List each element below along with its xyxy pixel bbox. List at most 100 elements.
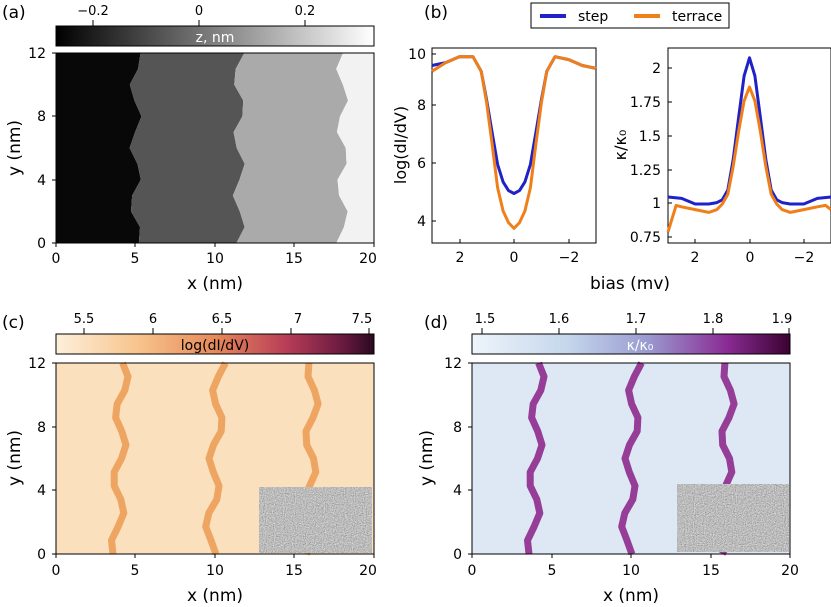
y-tick-label-a: 4 xyxy=(37,173,46,189)
colorbar-d-tick-label: 1.7 xyxy=(626,312,647,327)
y-tick-label-b-right: 1.25 xyxy=(630,163,661,179)
x-tick-label-b-left: 2 xyxy=(456,250,465,266)
colorbar-c-tick-label: 5.5 xyxy=(74,312,95,327)
axis-d: 0 5 10 15 20 x (nm) 0 4 8 12 y (nm) xyxy=(417,356,799,606)
axis-c: 0 5 10 15 20 x (nm) 0 4 8 12 y (nm) xyxy=(5,356,377,606)
colorbar-c-tick-label: 7 xyxy=(294,312,302,327)
x-tick-label-b-left: 0 xyxy=(510,250,519,266)
series-line-step xyxy=(431,55,597,195)
heatmap-c xyxy=(55,361,375,556)
colorbar-a-tick-label: 0.2 xyxy=(295,4,316,19)
colorbar-d-tick-label: 1.8 xyxy=(703,312,724,327)
y-tick-label-d: 0 xyxy=(453,547,462,563)
x-tick-label-b-right: 2 xyxy=(691,250,700,266)
y-axis-label-a: y (nm) xyxy=(5,120,25,176)
colorbar-c-ticks: 5.5 6 6.5 7 7.5 xyxy=(74,312,373,334)
x-tick-label-c: 10 xyxy=(206,563,224,579)
plot-b-right: 2 0 −2 0.75 1 1.25 1.5 1.75 2 κ/κ₀ xyxy=(611,47,831,266)
y-tick-label-b-right: 1 xyxy=(652,196,661,212)
x-tick-label-c: 20 xyxy=(359,563,377,579)
step-edge xyxy=(108,361,132,555)
colorbar-d-tick-label: 1.6 xyxy=(549,312,570,327)
colorbar-c: log(dI/dV) 5.5 6 6.5 7 7.5 xyxy=(55,312,375,355)
series-line-step xyxy=(667,56,831,206)
step-edge xyxy=(618,361,645,556)
panel-label-c: (c) xyxy=(2,313,25,333)
x-axis-b-right-ticks: 2 0 −2 xyxy=(691,239,815,266)
x-tick-label-d: 10 xyxy=(622,563,640,579)
x-tick-label-c: 5 xyxy=(131,563,140,579)
y-tick-label-d: 12 xyxy=(444,356,462,372)
colorbar-d-tick-label: 1.9 xyxy=(772,312,793,327)
colorbar-c-tick-label: 6 xyxy=(149,312,157,327)
colorbar-a-label: z, nm xyxy=(196,30,235,46)
x-tick-label-a: 15 xyxy=(285,251,303,267)
y-tick-label-d: 8 xyxy=(453,420,462,436)
heatmap-d xyxy=(471,361,791,556)
series-b-left xyxy=(431,55,597,230)
series-line-terrace xyxy=(431,55,597,230)
y-axis-b-right-ticks: 0.75 1 1.25 1.5 1.75 2 xyxy=(630,61,672,246)
colorbar-a-tick-label: −0.2 xyxy=(77,4,109,19)
y-tick-label-b-right: 1.75 xyxy=(630,95,661,111)
heatmap-c-inset xyxy=(259,487,372,553)
y-axis-label-d: y (nm) xyxy=(417,430,437,486)
colorbar-a-tick-label: 0 xyxy=(195,4,203,19)
y-tick-label-a: 0 xyxy=(37,236,46,252)
series-b-right xyxy=(666,56,831,233)
y-axis-a-ticks: 0 4 8 12 xyxy=(28,46,56,252)
y-tick-label-b-left: 6 xyxy=(417,156,426,172)
y-axis-label-b-right: κ/κ₀ xyxy=(611,130,630,161)
panel-label-b: (b) xyxy=(424,3,448,23)
x-axis-c-ticks: 0 5 10 15 20 xyxy=(52,554,377,579)
x-tick-label-a: 10 xyxy=(206,251,224,267)
y-axis-label-b-left: log(dI/dV) xyxy=(391,106,410,184)
x-tick-label-b-right: 0 xyxy=(746,250,755,266)
y-tick-label-b-left: 4 xyxy=(417,214,426,230)
colorbar-c-tick-label: 7.5 xyxy=(352,312,373,327)
colorbar-c-tick-label: 6.5 xyxy=(212,312,233,327)
y-axis-d-ticks: 0 4 8 12 xyxy=(444,356,472,563)
colorbar-a: z, nm −0.2 0 0.2 xyxy=(55,4,375,47)
y-tick-label-b-right: 0.75 xyxy=(630,230,661,246)
y-tick-label-c: 0 xyxy=(37,547,46,563)
y-tick-label-b-right: 2 xyxy=(652,61,661,77)
x-axis-label-b: bias (mv) xyxy=(590,274,670,294)
y-tick-label-c: 8 xyxy=(37,420,46,436)
x-tick-label-d: 0 xyxy=(468,563,477,579)
y-tick-label-b-left: 8 xyxy=(417,98,426,114)
plot-b-left: 2 0 −2 4 6 8 10 log(dI/dV) xyxy=(391,47,597,266)
colorbar-d-ticks: 1.5 1.6 1.7 1.8 1.9 xyxy=(475,312,793,334)
heatmap-a xyxy=(55,52,375,244)
x-tick-label-a: 0 xyxy=(52,251,61,267)
colorbar-c-label: log(dI/dV) xyxy=(181,338,249,354)
heatmap-d-inset xyxy=(677,484,789,552)
x-tick-label-a: 5 xyxy=(131,251,140,267)
y-tick-label-b-right: 1.5 xyxy=(639,129,661,145)
y-tick-label-c: 12 xyxy=(28,356,46,372)
step-edge xyxy=(524,361,548,555)
x-tick-label-b-left: −2 xyxy=(559,250,580,266)
step-edge xyxy=(202,361,229,556)
x-tick-label-c: 0 xyxy=(52,563,61,579)
y-tick-label-b-left: 10 xyxy=(408,47,426,63)
x-tick-label-d: 5 xyxy=(548,563,557,579)
x-tick-label-b-right: −2 xyxy=(794,250,815,266)
panel-label-d: (d) xyxy=(424,313,448,333)
colorbar-d: κ/κ₀ 1.5 1.6 1.7 1.8 1.9 xyxy=(471,312,793,355)
legend-b: step terrace xyxy=(530,2,730,29)
colorbar-d-label: κ/κ₀ xyxy=(627,338,654,354)
terrace-band xyxy=(336,53,374,243)
x-tick-label-d: 20 xyxy=(781,563,799,579)
y-axis-label-c: y (nm) xyxy=(5,430,25,486)
y-tick-label-d: 4 xyxy=(453,483,462,499)
y-tick-label-a: 8 xyxy=(37,109,46,125)
terrace-band xyxy=(232,53,349,243)
x-tick-label-d: 15 xyxy=(702,563,720,579)
terrace-band xyxy=(129,53,245,243)
x-tick-label-a: 20 xyxy=(359,251,377,267)
x-axis-label-d: x (nm) xyxy=(603,586,659,606)
series-line-terrace xyxy=(666,85,831,233)
y-axis-c-ticks: 0 4 8 12 xyxy=(28,356,56,563)
x-axis-d-ticks: 0 5 10 15 20 xyxy=(468,554,799,579)
